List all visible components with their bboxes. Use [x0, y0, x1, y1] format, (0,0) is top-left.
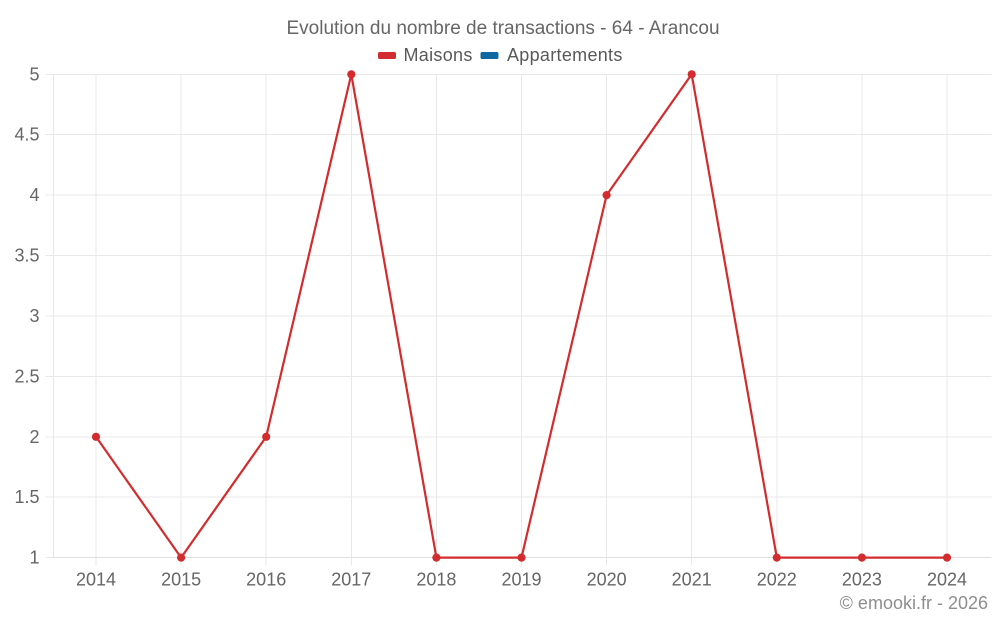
svg-text:2022: 2022 — [757, 569, 797, 589]
svg-text:3.5: 3.5 — [14, 246, 39, 266]
svg-text:1.5: 1.5 — [14, 487, 39, 507]
svg-text:2017: 2017 — [331, 569, 371, 589]
svg-text:Appartements: Appartements — [507, 45, 623, 65]
svg-text:5: 5 — [29, 64, 39, 84]
svg-text:2014: 2014 — [76, 569, 116, 589]
svg-text:2021: 2021 — [672, 569, 712, 589]
svg-text:© emooki.fr - 2026: © emooki.fr - 2026 — [840, 593, 988, 613]
svg-text:2019: 2019 — [501, 569, 541, 589]
svg-text:2016: 2016 — [246, 569, 286, 589]
svg-text:2018: 2018 — [416, 569, 456, 589]
svg-text:4.5: 4.5 — [14, 125, 39, 145]
svg-text:2: 2 — [29, 427, 39, 447]
svg-text:1: 1 — [29, 548, 39, 568]
svg-text:2015: 2015 — [161, 569, 201, 589]
svg-text:2023: 2023 — [842, 569, 882, 589]
svg-text:Maisons: Maisons — [404, 45, 473, 65]
svg-text:2.5: 2.5 — [14, 366, 39, 386]
svg-text:2020: 2020 — [587, 569, 627, 589]
svg-text:Evolution du nombre de transac: Evolution du nombre de transactions - 64… — [286, 18, 719, 39]
svg-text:3: 3 — [29, 306, 39, 326]
svg-text:2024: 2024 — [927, 569, 967, 589]
svg-text:4: 4 — [29, 185, 39, 205]
